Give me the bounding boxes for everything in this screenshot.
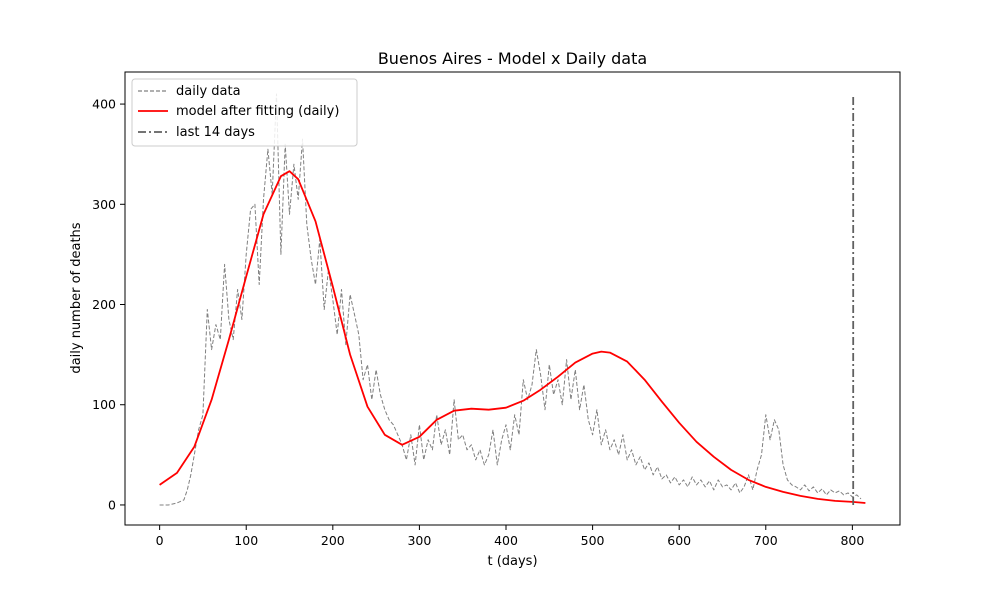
series-line-model-after-fitting-daily xyxy=(159,170,866,504)
x-tick-label: 600 xyxy=(667,533,691,548)
y-tick-label: 400 xyxy=(92,97,116,112)
plot-frame xyxy=(124,71,901,526)
x-axis: 0 100 200 300 400 500 600 700 800 xyxy=(156,525,864,548)
x-tick-label: 500 xyxy=(581,533,605,548)
y-tick-label: 0 xyxy=(108,497,116,512)
y-tick-label: 300 xyxy=(92,197,116,212)
x-tick-label: 200 xyxy=(321,533,345,548)
legend: daily data model after fitting (daily) l… xyxy=(131,78,358,147)
x-tick-label: 400 xyxy=(494,533,518,548)
y-axis-label: daily number of deaths xyxy=(69,222,84,373)
y-axis: 0 100 200 300 400 xyxy=(92,97,125,512)
legend-box xyxy=(131,78,358,147)
x-tick-label: 0 xyxy=(156,533,164,548)
x-tick-label: 800 xyxy=(840,533,864,548)
legend-label-model: model after fitting (daily) xyxy=(176,104,339,119)
plot-area xyxy=(159,93,866,506)
x-axis-label: t (days) xyxy=(487,554,537,569)
x-tick-label: 700 xyxy=(754,533,778,548)
legend-label-daily-data: daily data xyxy=(176,84,241,99)
legend-label-last-14-days: last 14 days xyxy=(176,125,255,140)
chart-title: Buenos Aires - Model x Daily data xyxy=(378,49,647,68)
y-tick-label: 200 xyxy=(92,297,116,312)
x-tick-label: 100 xyxy=(234,533,258,548)
y-tick-label: 100 xyxy=(92,397,116,412)
series-line-daily-data xyxy=(159,93,862,506)
x-tick-label: 300 xyxy=(407,533,431,548)
